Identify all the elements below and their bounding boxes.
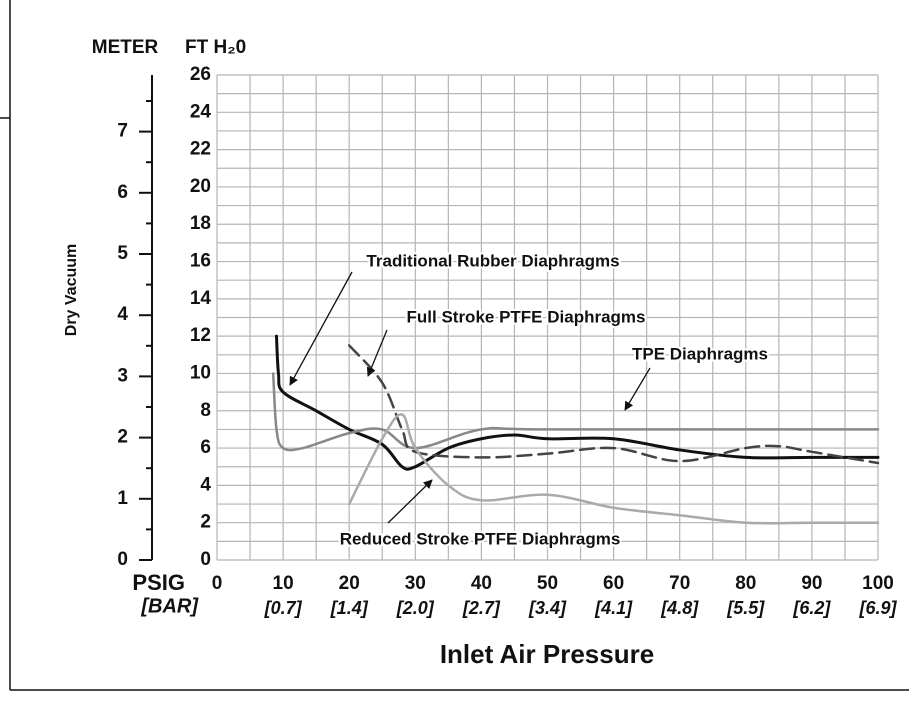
x-bar-label: [3.4] <box>528 598 567 618</box>
y-tick-label: 0 <box>200 549 211 570</box>
y-tick-label: 6 <box>200 437 211 458</box>
y2-tick-label: 1 <box>117 488 128 509</box>
x-tick-label: 40 <box>471 573 492 594</box>
series-label: Full Stroke PTFE Diaphragms <box>407 307 646 326</box>
x-bar-label: [5.5] <box>726 598 765 618</box>
label-arrow <box>387 479 433 524</box>
series-label: Reduced Stroke PTFE Diaphragms <box>340 529 621 548</box>
y-tick-label: 2 <box>200 512 211 533</box>
x-tick-label: 60 <box>603 573 624 594</box>
y2-tick-label: 6 <box>117 182 128 203</box>
x-tick-label: 70 <box>669 573 690 594</box>
y-tick-label: 4 <box>200 474 211 495</box>
x-tick-label: 100 <box>862 573 894 594</box>
y-tick-label: 12 <box>190 325 211 346</box>
x-tick-label: 80 <box>735 573 756 594</box>
series-line <box>347 413 880 525</box>
y-axis-label: Dry Vacuum <box>63 244 80 336</box>
y2-tick-label: 0 <box>117 549 128 570</box>
x-bar-label: [1.4] <box>330 598 369 618</box>
label-arrow <box>624 367 651 411</box>
y-tick-label: 8 <box>200 400 211 421</box>
y2-tick-label: 7 <box>117 121 128 142</box>
y-tick-label: 10 <box>190 362 211 383</box>
y2-tick-label: 5 <box>117 243 128 264</box>
label-arrow <box>289 271 353 386</box>
x-unit-label: PSIG <box>132 570 185 595</box>
series-line <box>274 334 880 471</box>
x-bar-label: [6.9] <box>858 598 897 618</box>
x-bar-label: [4.8] <box>660 598 699 618</box>
x-tick-label: 0 <box>212 573 223 594</box>
x-tick-label: 10 <box>273 573 294 594</box>
x-bar-label: [4.1] <box>594 598 633 618</box>
y-tick-label: 14 <box>190 288 212 309</box>
y2-tick-label: 2 <box>117 427 128 448</box>
x-axis-label: Inlet Air Pressure <box>440 639 654 669</box>
x-bar-unit-label: [BAR] <box>140 595 199 617</box>
y-tick-label: 18 <box>190 213 211 234</box>
x-tick-label: 20 <box>339 573 360 594</box>
series-label: TPE Diaphragms <box>632 344 768 363</box>
series-label: Traditional Rubber Diaphragms <box>366 251 619 270</box>
x-bar-label: [6.2] <box>792 598 831 618</box>
x-tick-label: 30 <box>405 573 426 594</box>
x-tick-label: 90 <box>801 573 822 594</box>
y-tick-label: 24 <box>190 101 212 122</box>
x-tick-label: 50 <box>537 573 558 594</box>
label-arrow <box>366 329 388 377</box>
y-unit-label: FT H₂0 <box>185 37 246 58</box>
series-line <box>347 344 880 465</box>
y-tick-label: 20 <box>190 176 211 197</box>
y2-tick-label: 4 <box>117 304 128 325</box>
y2-tick-label: 3 <box>117 365 128 386</box>
x-bar-label: [2.0] <box>396 598 435 618</box>
series-line <box>271 372 880 452</box>
x-bar-label: [0.7] <box>264 598 303 618</box>
x-bar-label: [2.7] <box>462 598 501 618</box>
y2-unit-label: METER <box>92 37 159 58</box>
y-tick-label: 16 <box>190 251 211 272</box>
y-tick-label: 22 <box>190 139 211 160</box>
y-tick-label: 26 <box>190 64 211 85</box>
